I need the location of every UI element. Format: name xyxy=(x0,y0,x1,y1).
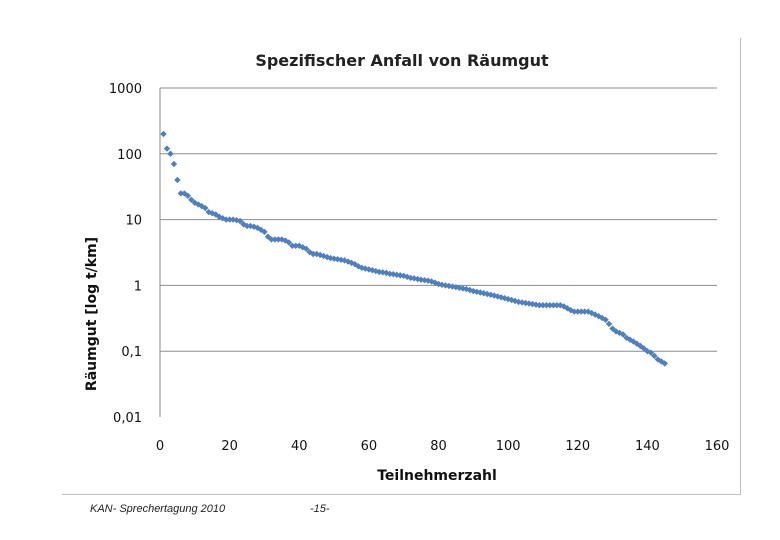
data-point xyxy=(637,342,644,350)
data-point xyxy=(595,313,602,320)
data-point xyxy=(605,320,613,328)
data-point xyxy=(188,196,195,203)
data-point xyxy=(532,301,540,308)
data-point xyxy=(202,204,209,212)
footer-page-number: -15- xyxy=(310,503,330,515)
data-point xyxy=(275,236,282,243)
data-point xyxy=(191,199,199,207)
data-point xyxy=(236,217,244,225)
data-point xyxy=(602,316,609,324)
data-point xyxy=(654,356,662,363)
data-point xyxy=(184,192,192,199)
data-point xyxy=(515,298,522,306)
data-point xyxy=(581,308,588,315)
data-point xyxy=(167,150,174,157)
data-point xyxy=(163,145,171,152)
data-point xyxy=(661,360,668,367)
slide-frame-bottom xyxy=(62,494,741,495)
chart-title: Spezifischer Anfall von Räumgut xyxy=(255,51,549,70)
data-point xyxy=(226,216,233,223)
gridlines xyxy=(160,87,717,352)
data-point xyxy=(550,302,557,309)
y-tick-label: 100 xyxy=(117,148,142,163)
data-point xyxy=(508,296,515,304)
data-point xyxy=(303,245,310,252)
data-point xyxy=(560,303,568,310)
x-tick-label: 140 xyxy=(635,439,660,454)
data-point xyxy=(177,190,185,197)
data-point xyxy=(571,308,578,315)
y-tick-label: 0,01 xyxy=(113,411,142,426)
data-point xyxy=(285,239,293,246)
x-axis-label: Teilnehmerzahl xyxy=(377,468,497,484)
data-point xyxy=(619,331,627,338)
data-point xyxy=(160,130,167,138)
data-point xyxy=(292,242,299,249)
x-tick-label: 120 xyxy=(565,439,590,454)
y-axis-label: Räumgut [log t/km] xyxy=(84,237,100,391)
data-points xyxy=(160,130,668,367)
data-point xyxy=(630,338,637,345)
data-point xyxy=(518,299,526,306)
data-point xyxy=(289,242,296,249)
slide-frame-right xyxy=(740,38,741,494)
data-point xyxy=(278,236,286,243)
data-point xyxy=(271,236,279,243)
data-point xyxy=(536,302,543,309)
footer-event-label: KAN- Sprechertagung 2010 xyxy=(90,503,226,515)
x-tick-label: 20 xyxy=(221,439,238,454)
y-tick-label: 1 xyxy=(134,279,142,294)
x-tick-labels: 0 20 40 60 80 100 120 140 160 xyxy=(156,439,730,454)
data-point xyxy=(170,160,178,168)
data-point xyxy=(243,222,251,230)
data-point xyxy=(174,176,181,184)
data-point xyxy=(584,308,592,315)
data-point xyxy=(525,300,533,307)
data-point xyxy=(309,250,317,258)
data-point xyxy=(612,328,620,335)
data-point xyxy=(553,302,561,309)
data-point xyxy=(578,308,585,315)
x-tick-label: 60 xyxy=(361,439,378,454)
chart: Spezifischer Anfall von Räumgut 10001001… xyxy=(84,51,730,484)
data-point xyxy=(222,216,230,223)
data-point xyxy=(658,358,665,365)
y-tick-labels: 1000 100 10 1 0,1 0,01 xyxy=(109,82,142,426)
data-point xyxy=(640,345,648,352)
data-point xyxy=(647,349,655,356)
data-point xyxy=(296,242,303,249)
data-point xyxy=(539,302,547,309)
x-tick-label: 0 xyxy=(156,439,164,454)
y-tick-label: 1000 xyxy=(109,82,142,97)
data-point xyxy=(651,352,658,360)
data-point xyxy=(546,302,554,309)
x-tick-label: 80 xyxy=(430,439,447,454)
y-tick-label: 10 xyxy=(125,214,142,229)
data-point xyxy=(574,308,581,315)
data-point xyxy=(261,228,268,236)
data-point xyxy=(588,309,595,317)
data-point xyxy=(623,334,630,341)
x-tick-label: 160 xyxy=(705,439,730,454)
y-tick-label: 0,1 xyxy=(121,345,142,360)
data-point xyxy=(543,302,550,309)
data-point xyxy=(268,236,275,243)
x-tick-label: 40 xyxy=(291,439,308,454)
data-point xyxy=(567,306,574,314)
x-tick-label: 100 xyxy=(496,439,521,454)
